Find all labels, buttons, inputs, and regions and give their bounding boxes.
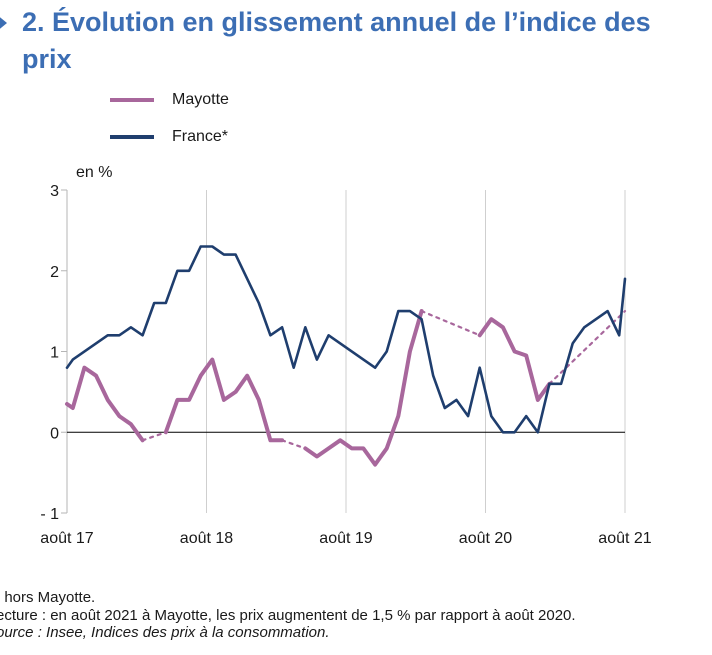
series-line-mayotte (163, 357, 285, 443)
y-tick-label: 3 (50, 183, 59, 200)
y-tick-label: 0 (50, 425, 59, 442)
x-tick-label: août 17 (40, 530, 93, 547)
legend-swatch-france (110, 135, 154, 139)
reading-note: ecture : en août 2021 à Mayotte, les pri… (0, 606, 576, 624)
legend-swatch-mayotte (110, 98, 154, 102)
footnote: : hors Mayotte. (0, 589, 96, 606)
y-tick-label: 2 (50, 264, 59, 281)
legend-item-mayotte: Mayotte (110, 90, 229, 110)
y-tick-label: 1 (50, 345, 59, 362)
source-note: ource : Insee, Indices des prix à la con… (0, 624, 330, 641)
y-axis-unit-label: en % (76, 164, 112, 181)
series-line-mayotte-dotted (420, 310, 481, 337)
series-line-france (65, 245, 627, 434)
y-tick-label: - 1 (40, 506, 59, 523)
series-line-mayotte (477, 317, 552, 402)
x-tick-label: août 21 (598, 530, 651, 547)
title-marker-icon (0, 14, 7, 32)
legend-item-france: France* (110, 127, 228, 147)
series-line-mayotte (65, 365, 145, 443)
footer-notes: : hors Mayotte. ecture : en août 2021 à … (0, 589, 712, 642)
legend-label-france: France* (172, 128, 229, 145)
x-tick-label: août 20 (459, 530, 512, 547)
legend-label-mayotte: Mayotte (172, 91, 229, 108)
chart-title: 2. Évolution en glissement annuel de l’i… (22, 7, 651, 74)
line-chart: 3 2 1 0 - 1 août 17 août 18 août 19 août 20 août … (40, 164, 651, 547)
series-line-mayotte (303, 309, 424, 467)
x-tick-label: août 18 (180, 530, 233, 547)
series-line-mayotte-dotted (141, 431, 167, 442)
x-tick-label: août 19 (319, 530, 372, 547)
series-line-mayotte-dotted (281, 439, 307, 450)
